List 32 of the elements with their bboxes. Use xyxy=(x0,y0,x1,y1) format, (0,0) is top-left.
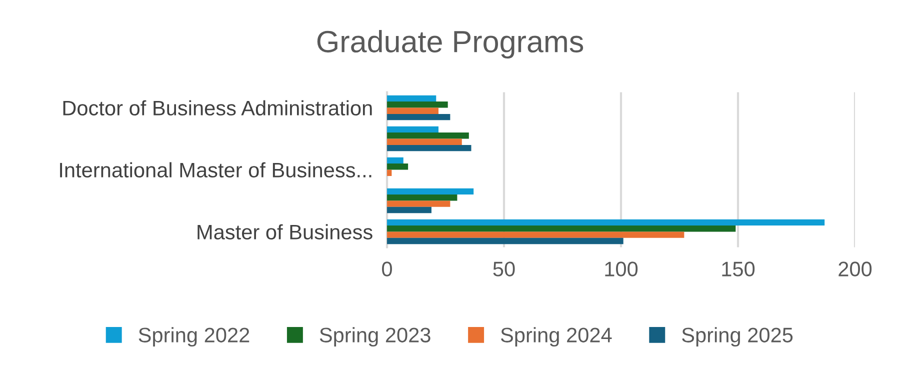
legend-label: Spring 2022 xyxy=(138,327,250,347)
bar xyxy=(387,200,450,207)
bar xyxy=(387,157,404,164)
y-tick-label: Doctor of Business Administration xyxy=(63,100,372,116)
x-tick-label: 100 xyxy=(605,262,638,276)
y-tick-label: International Master of Business... xyxy=(60,162,372,178)
bar xyxy=(387,114,450,120)
x-tick-label: 150 xyxy=(722,262,755,276)
x-tick-label: 0 xyxy=(382,262,392,276)
legend-label: Spring 2025 xyxy=(682,327,793,347)
bar xyxy=(387,170,392,176)
legend-label: Spring 2023 xyxy=(320,327,430,347)
x-tick-label: 50 xyxy=(493,262,515,276)
bar xyxy=(387,232,684,238)
bar xyxy=(387,226,736,232)
bar xyxy=(387,138,462,145)
bar xyxy=(387,108,438,114)
y-tick-label: Master of Business xyxy=(198,224,372,240)
bar xyxy=(387,188,474,195)
x-tick-label: 200 xyxy=(838,262,872,276)
bar xyxy=(387,102,448,108)
chart-title: Graduate Programs xyxy=(317,30,584,59)
bar xyxy=(387,144,472,152)
bar xyxy=(387,219,825,226)
bar xyxy=(387,206,432,214)
bar xyxy=(387,95,436,102)
bar xyxy=(387,132,469,139)
bar xyxy=(387,194,458,201)
bar xyxy=(387,126,438,133)
bar xyxy=(387,164,408,170)
legend-label: Spring 2024 xyxy=(500,327,612,347)
bar xyxy=(387,238,624,244)
